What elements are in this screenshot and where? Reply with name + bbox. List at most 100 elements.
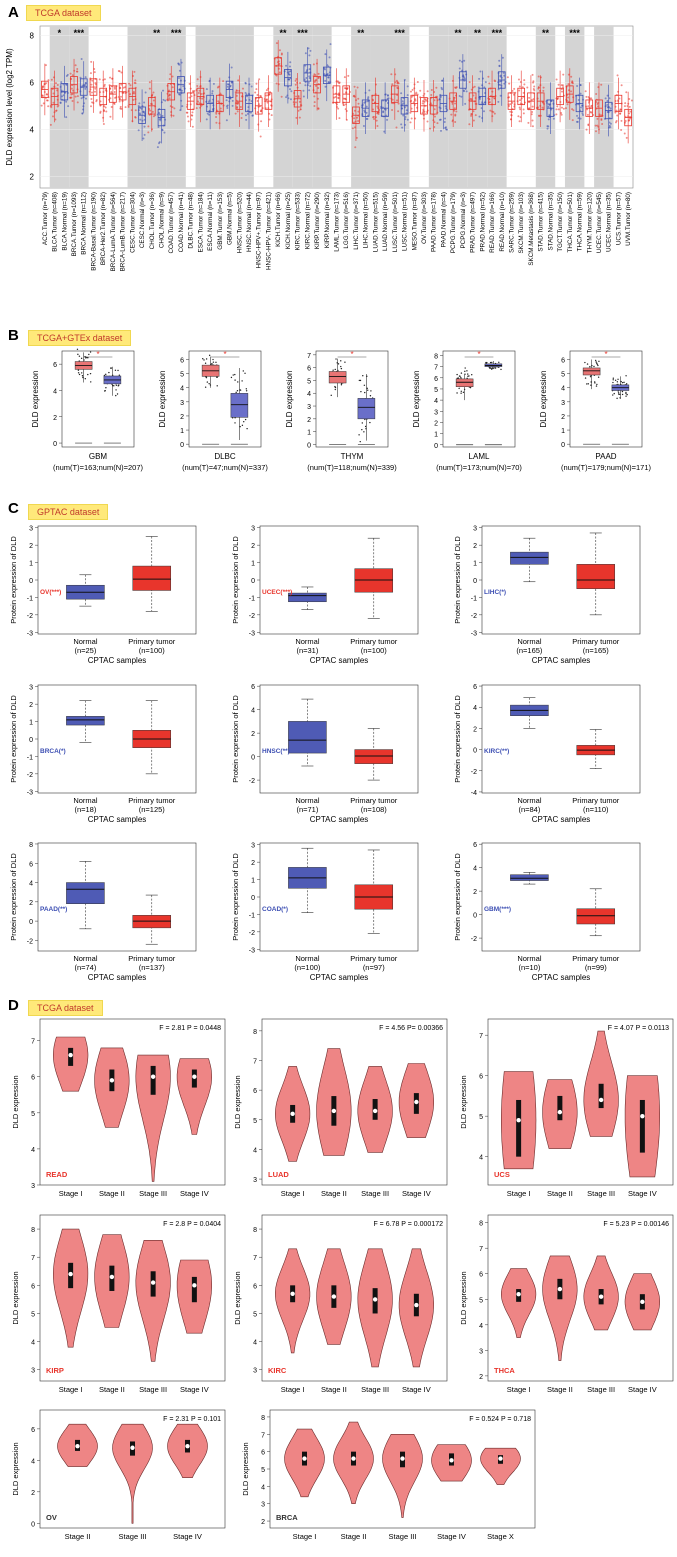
data-point [211, 90, 214, 93]
y-tick-label: 6 [307, 366, 311, 373]
data-point [489, 109, 492, 112]
data-point [590, 111, 593, 114]
data-point [211, 92, 214, 95]
y-tick-label: 0 [29, 578, 33, 585]
data-point [245, 118, 248, 121]
data-point [105, 387, 107, 389]
cancer-label: OV [46, 1513, 57, 1522]
x-tick-label: LUAD.Normal (n=59) [382, 192, 389, 251]
y-tick-label: 0 [251, 895, 255, 902]
data-point [245, 95, 248, 98]
data-point [406, 118, 409, 121]
data-point [628, 97, 631, 100]
data-point [466, 370, 468, 372]
data-point [245, 390, 248, 392]
iqr-bar [516, 1099, 522, 1157]
data-point [571, 82, 574, 85]
y-axis-label: DLD expression [412, 371, 421, 428]
data-point [343, 76, 346, 79]
median-dot [598, 1294, 604, 1299]
chart-caption: (num(T)=118;num(N)=339) [307, 463, 397, 472]
data-point [443, 120, 446, 123]
data-point [367, 96, 370, 99]
data-point [555, 108, 558, 111]
data-point [211, 363, 213, 365]
x-tick-count: (n=110) [583, 805, 609, 814]
y-tick-label: 0 [561, 442, 565, 449]
box [132, 565, 172, 591]
data-point [134, 79, 137, 82]
data-point [392, 102, 395, 105]
data-point [236, 390, 239, 392]
data-point [523, 79, 526, 82]
data-point [579, 117, 582, 120]
data-point [626, 393, 628, 396]
data-point [572, 109, 575, 112]
median-dot [557, 1286, 563, 1292]
data-point [531, 73, 534, 76]
data-point [114, 369, 117, 372]
x-axis-label: CPTAC samples [88, 815, 147, 824]
data-point [440, 129, 443, 132]
data-point [452, 98, 455, 101]
iqr-bar [150, 1065, 156, 1095]
data-point [330, 394, 332, 397]
data-point [464, 102, 467, 105]
data-point [410, 95, 413, 98]
data-point [396, 99, 399, 102]
box [328, 371, 347, 384]
data-point [623, 105, 626, 108]
y-tick-label: 4 [561, 386, 565, 393]
pair-shade [195, 26, 215, 188]
data-point [587, 383, 590, 385]
data-point [168, 97, 171, 100]
y-tick-label: 7 [31, 1255, 35, 1262]
box [288, 721, 327, 754]
y-tick-label: 8 [253, 1029, 257, 1036]
data-point [606, 103, 609, 106]
data-point [597, 364, 599, 367]
data-point [317, 107, 320, 110]
data-point [90, 83, 93, 86]
x-tick-label: BRCA.Normal (n=112) [81, 192, 88, 255]
data-point [483, 110, 486, 113]
data-point [522, 91, 525, 94]
data-point [99, 111, 102, 114]
data-point [614, 121, 617, 124]
x-tick-label: COAD.Tumor (n=457) [168, 192, 175, 254]
y-axis-label: DLD expression [11, 1442, 20, 1495]
data-point [519, 80, 522, 83]
data-point [465, 90, 468, 93]
data-point [415, 91, 418, 94]
data-point [79, 76, 82, 79]
cancer-label: KIRC(**) [484, 748, 509, 755]
data-point [201, 97, 204, 100]
data-point [90, 98, 93, 101]
x-tick-label: CESC.Tumor (n=304) [129, 192, 136, 253]
data-point [617, 392, 620, 394]
data-point [357, 102, 360, 105]
data-point [499, 94, 502, 97]
data-point [59, 102, 62, 105]
data-point [90, 60, 93, 63]
data-point [464, 370, 466, 373]
data-point [77, 353, 79, 356]
data-point [616, 381, 619, 383]
data-point [369, 395, 372, 397]
data-point [186, 115, 189, 118]
violin-shape [480, 1447, 521, 1485]
data-point [197, 100, 200, 103]
data-point [173, 107, 176, 110]
data-point [609, 107, 612, 110]
data-point [113, 102, 116, 105]
y-tick-label: 1 [251, 561, 255, 568]
data-point [342, 103, 345, 106]
x-tick-label: Stage IV [180, 1189, 209, 1198]
data-point [60, 81, 63, 84]
plot-frame [259, 525, 419, 635]
data-point [42, 102, 45, 105]
data-point [215, 121, 218, 124]
y-tick-label: 5 [180, 372, 184, 379]
cancer-label: KIRC [268, 1366, 287, 1375]
data-point [148, 81, 151, 84]
